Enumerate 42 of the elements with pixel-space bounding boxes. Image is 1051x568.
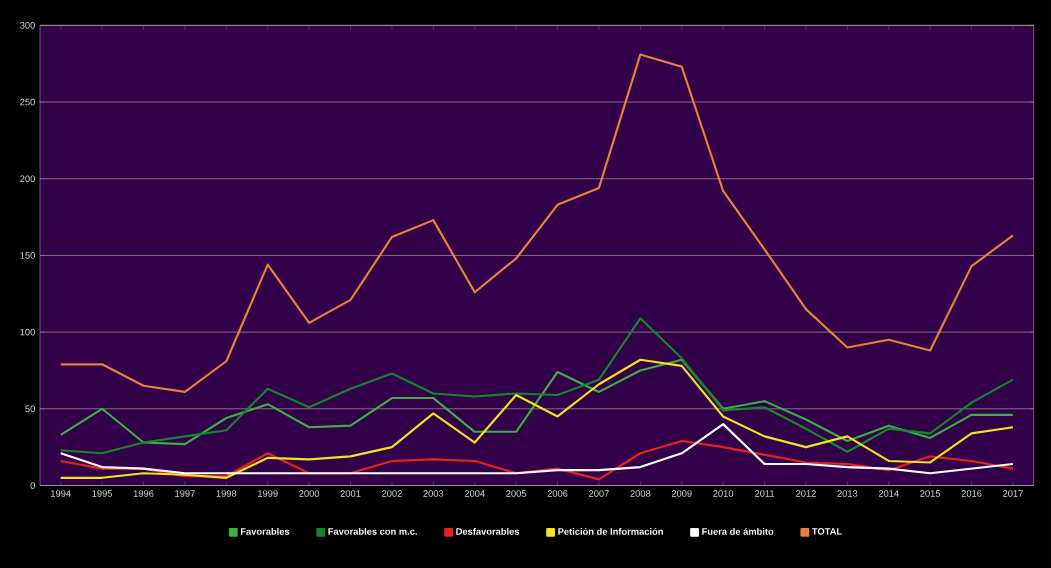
line-series [59,358,1015,479]
y-tick-label: 200 [20,175,35,182]
line-series [59,358,1015,446]
x-tick-label: 1999 [258,490,278,497]
x-tick-label: 2007 [589,490,609,497]
x-tick-label: 1994 [51,490,71,497]
line-series [59,53,1015,393]
legend-label: TOTAL [811,528,842,535]
legend-label: Favorables con m.c. [328,527,417,535]
y-tick-label: 300 [20,21,35,29]
y-tick-label: 50 [25,405,35,413]
legend-label: Desfavorables [456,527,520,535]
x-tick-label: 2004 [464,490,485,497]
x-tick-label: 2001 [340,490,361,497]
line-series [59,317,1015,455]
x-tick-label: 1996 [133,490,154,497]
x-tick-label: 2017 [1003,490,1023,497]
x-tick-label: 1995 [92,490,113,497]
legend-label: Petición de Información [558,527,663,535]
x-tick-label: 2011 [754,490,775,497]
x-tick-label: 2015 [920,490,941,497]
legend-label: Fuera de ámbito [702,527,774,535]
x-tick-label: 2006 [547,490,568,497]
y-tick-label: 150 [20,252,35,259]
x-tick-label: 2013 [837,490,858,497]
x-tick-label: 2014 [878,490,899,497]
x-tick-label: 2016 [961,490,982,497]
y-tick-label: 0 [30,482,35,489]
y-tick-label: 100 [20,328,35,336]
x-tick-label: 2008 [630,490,651,497]
x-tick-label: 2005 [506,490,527,497]
x-tick-label: 2000 [299,490,320,497]
x-tick-label: 1997 [175,490,195,497]
x-tick-label: 1998 [216,490,237,497]
x-tick-label: 2002 [382,490,402,497]
x-tick-label: 2003 [423,490,444,497]
legend-label: Favorables [240,527,290,535]
x-tick-label: 2012 [796,490,816,497]
x-tick-label: 2010 [713,490,734,497]
y-tick-label: 250 [20,98,35,106]
x-tick-label: 2009 [671,490,692,497]
line-series [59,439,1015,481]
